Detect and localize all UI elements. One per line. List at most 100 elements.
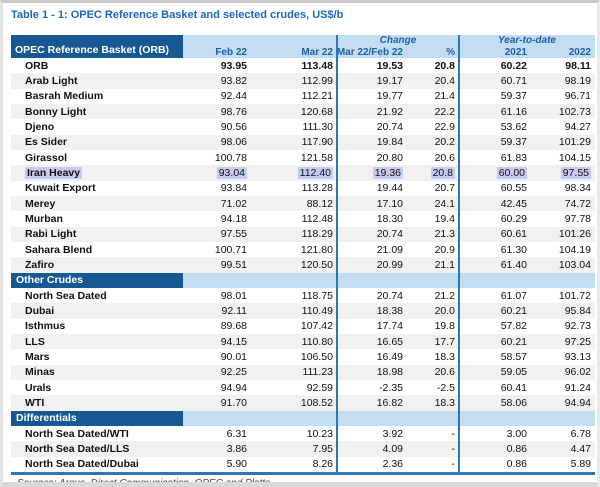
value-cell: 108.52 — [300, 396, 333, 409]
value-cell: 17.74 — [376, 320, 403, 333]
section-label: Other Crudes — [11, 272, 183, 288]
value-cell: 20.99 — [376, 258, 403, 271]
table-row: North Sea Dated/WTI 6.31 10.23 3.92 - 3.00 6.7… — [11, 426, 595, 441]
value-cell: 20.2 — [434, 136, 455, 149]
crude-name-cell: North Sea Dated/Dubai — [25, 458, 139, 471]
table-row: Minas 92.25 111.23 18.98 20.6 59.05 96.02 — [11, 364, 595, 380]
column-divider-line — [458, 35, 460, 472]
value-cell: 118.29 — [301, 228, 333, 241]
col-header-2022: 2022 — [568, 46, 591, 58]
table-row: North Sea Dated/LLS 3.86 7.95 4.09 - 0.86 4.47 — [11, 441, 595, 457]
value-cell: 20.8 — [434, 59, 455, 72]
crude-name-cell: Basrah Medium — [25, 90, 104, 103]
value-cell: 0.86 — [506, 442, 527, 455]
value-cell: 96.02 — [564, 366, 591, 379]
screenshot-bottom-edge — [3, 482, 597, 487]
table-row: Djeno 90.56 111.30 20.74 22.9 53.62 94.27 — [11, 119, 595, 134]
crude-name-cell: Murban — [25, 212, 63, 225]
value-cell: 120.50 — [300, 258, 333, 271]
crude-name-cell: Mars — [25, 350, 50, 363]
value-cell: 93.13 — [564, 350, 591, 363]
crude-name-cell: Merey — [25, 197, 56, 210]
value-cell: 18.98 — [376, 366, 403, 379]
value-cell: 42.45 — [500, 197, 527, 210]
value-cell: 20.7 — [434, 182, 455, 195]
value-cell: 0.86 — [506, 458, 527, 471]
value-cell: 53.62 — [500, 120, 527, 133]
table-row: Murban 94.18 112.48 18.30 19.4 60.29 97.78 — [11, 211, 595, 226]
value-cell: 121.80 — [300, 243, 333, 256]
value-cell: 57.82 — [500, 320, 527, 333]
value-cell: 60.21 — [500, 304, 527, 317]
section-label: Differentials — [11, 410, 183, 426]
value-cell: 61.07 — [500, 289, 527, 302]
value-cell: 3.92 — [382, 427, 403, 440]
value-cell: 91.24 — [564, 381, 591, 394]
value-cell: 21.2 — [434, 289, 455, 302]
value-cell: 104.15 — [558, 151, 591, 164]
value-cell: 110.80 — [301, 335, 333, 348]
table-row: Zafiro 99.51 120.50 20.99 21.1 61.40 103.04 — [11, 257, 595, 273]
value-cell: 58.06 — [500, 396, 527, 409]
crude-name-cell: ORB — [25, 59, 49, 72]
value-cell: 97.78 — [564, 212, 591, 225]
table-row: Mars 90.01 106.50 16.49 18.3 58.57 93.13 — [11, 349, 595, 364]
value-cell: 59.05 — [500, 366, 527, 379]
table-row: Girassol 100.78 121.58 20.80 20.6 61.83 104.15 — [11, 150, 595, 165]
col-header-2021: 2021 — [504, 46, 527, 58]
table-row: Arab Light 93.82 112.99 19.17 20.4 60.71 98.19 — [11, 73, 595, 89]
value-cell: 58.57 — [500, 350, 527, 363]
crude-name-cell: Bonny Light — [25, 105, 87, 118]
value-cell: 99.51 — [220, 258, 247, 271]
value-cell: - — [451, 442, 456, 455]
value-cell: 20.80 — [376, 151, 403, 164]
table-row: North Sea Dated/Dubai 5.90 8.26 2.36 - 0.86 5.… — [11, 457, 595, 472]
value-cell: 60.41 — [500, 381, 527, 394]
crude-name-cell: Zafiro — [25, 258, 55, 271]
crude-name-cell: Djeno — [25, 120, 55, 133]
value-cell: 112.21 — [301, 90, 333, 103]
value-cell: 98.01 — [220, 289, 247, 302]
value-cell: 24.1 — [434, 197, 455, 210]
table-row: Iran Heavy 93.04 112.40 19.36 20.8 60.00 97.55 — [11, 165, 595, 181]
value-cell: 112.99 — [301, 74, 333, 87]
value-cell: 60.29 — [500, 212, 527, 225]
crude-name-cell: LLS — [25, 335, 45, 348]
crude-name-cell: Iran Heavy — [25, 166, 83, 179]
header-group-change: Change — [379, 35, 417, 46]
value-cell: 21.4 — [434, 90, 455, 103]
col-header-mar22: Mar 22 — [301, 46, 333, 58]
crude-name-cell: Rabi Light — [25, 228, 77, 241]
crude-name-cell: Minas — [25, 366, 55, 379]
crude-name-cell: North Sea Dated/LLS — [25, 442, 130, 455]
table-title: Table 1 - 1: OPEC Reference Basket and s… — [11, 9, 344, 21]
value-cell: 20.74 — [376, 120, 403, 133]
value-cell: 19.36 — [372, 166, 403, 179]
value-cell: 120.68 — [300, 105, 333, 118]
value-cell: 6.78 — [570, 427, 591, 440]
value-cell: 97.55 — [220, 228, 247, 241]
value-cell: 89.68 — [220, 320, 247, 333]
value-cell: 93.04 — [216, 166, 247, 179]
value-cell: 19.77 — [376, 90, 403, 103]
value-cell: 71.02 — [220, 197, 247, 210]
value-cell: 104.19 — [558, 243, 591, 256]
value-cell: 59.37 — [500, 136, 527, 149]
value-cell: 20.6 — [434, 151, 455, 164]
value-cell: 94.94 — [220, 381, 247, 394]
value-cell: 59.37 — [500, 90, 527, 103]
value-cell: 21.92 — [376, 105, 403, 118]
value-cell: 20.74 — [376, 289, 403, 302]
value-cell: 20.9 — [434, 243, 455, 256]
value-cell: 4.09 — [382, 442, 403, 455]
value-cell: 98.06 — [220, 136, 247, 149]
value-cell: 17.7 — [434, 335, 455, 348]
value-cell: 19.4 — [434, 212, 455, 225]
value-cell: 61.16 — [500, 105, 527, 118]
value-cell: 60.22 — [500, 59, 527, 72]
value-cell: 98.19 — [564, 74, 591, 87]
value-cell: 94.94 — [564, 396, 591, 409]
crude-name-cell: Arab Light — [25, 74, 78, 87]
value-cell: 60.00 — [496, 166, 527, 179]
value-cell: 110.49 — [301, 304, 333, 317]
